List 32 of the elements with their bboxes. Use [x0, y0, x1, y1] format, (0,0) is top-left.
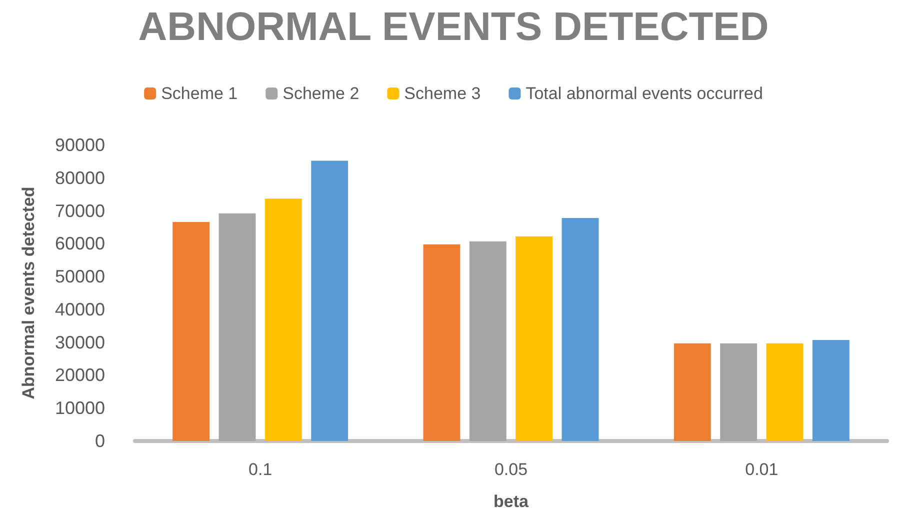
- y-tick-label: 60000: [54, 234, 105, 254]
- bar: [766, 343, 804, 441]
- bar: [812, 340, 850, 441]
- bar: [674, 343, 711, 441]
- legend-label: Scheme 3: [404, 84, 481, 103]
- y-axis-title: Abnormal events detected: [19, 186, 38, 400]
- y-tick-label: 10000: [54, 398, 105, 418]
- legend-label: Scheme 2: [282, 84, 360, 103]
- y-tick-label: 70000: [54, 200, 105, 221]
- legend-label: Scheme 1: [161, 84, 238, 103]
- y-tick-label: 50000: [54, 266, 105, 287]
- y-tick-label: 90000: [54, 135, 105, 155]
- bar: [562, 218, 599, 441]
- bar: [469, 241, 506, 441]
- y-tick-label: 20000: [54, 365, 105, 386]
- bar: [311, 160, 348, 441]
- bar: [516, 236, 553, 441]
- bar: [264, 198, 302, 441]
- bar: [423, 244, 460, 441]
- y-tick-label: 40000: [54, 299, 105, 320]
- y-tick-label: 80000: [54, 168, 105, 188]
- legend-label: Total abnormal events occurred: [526, 84, 763, 103]
- bar: [172, 222, 210, 441]
- y-tick-label: 0: [94, 431, 105, 451]
- bar: [218, 213, 256, 441]
- chart-title: ABNORMAL EVENTS DETECTED: [138, 5, 769, 49]
- x-axis-title: beta: [494, 492, 530, 511]
- x-tick-label: 0.1: [248, 460, 272, 479]
- x-tick-label: 0.05: [494, 460, 528, 479]
- x-tick-label: 0.01: [745, 460, 778, 479]
- y-tick-label: 30000: [54, 332, 105, 352]
- bar: [720, 343, 758, 441]
